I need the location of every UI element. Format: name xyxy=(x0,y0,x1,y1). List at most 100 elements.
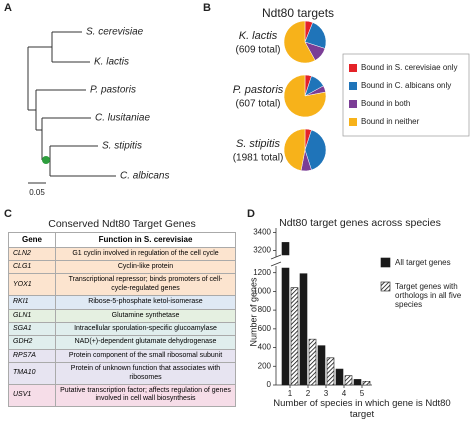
pie-slice xyxy=(304,22,327,49)
table-row: GLN1 Glutamine synthetase xyxy=(8,308,236,323)
legend-swatch xyxy=(380,281,391,292)
gene-table: Gene Function in S. cerevisiae CLN2 G1 cy… xyxy=(8,232,236,407)
legend-label: Target genes with orthologs in all five … xyxy=(395,282,462,310)
y-tick-label: 3400 xyxy=(253,228,271,237)
function-cell: Ribose-5-phosphate ketol-isomerase xyxy=(55,295,236,310)
function-cell: Protein of unknown function that associa… xyxy=(55,362,236,385)
legend-label: Bound in S. cerevisiae only xyxy=(361,63,458,72)
bar xyxy=(317,345,326,386)
table-row: CLG1 Cyclin-like protein xyxy=(8,259,236,275)
header-cell: Function in S. cerevisiae xyxy=(55,232,236,248)
y-axis-label: Number of genes xyxy=(248,277,258,347)
gene-cell: RPS7A xyxy=(8,348,56,364)
phylogenetic-tree xyxy=(27,31,116,184)
y-tick-label: 800 xyxy=(258,305,272,314)
pie-label: K. lactis xyxy=(239,30,278,42)
bar xyxy=(326,357,335,386)
table-row: RPS7A Protein component of the small ribo… xyxy=(8,348,236,364)
table-row: USV1 Putative transcription factor; affec… xyxy=(8,383,236,407)
gene-cell: USV1 xyxy=(8,383,56,407)
y-tick-label: 1000 xyxy=(253,287,271,296)
panel-label: D xyxy=(247,208,255,220)
species-label: C. lusitaniae xyxy=(95,113,150,124)
y-tick-label: 400 xyxy=(258,343,272,352)
x-tick-label: 2 xyxy=(306,389,311,398)
pie-slice xyxy=(283,20,316,64)
bar xyxy=(299,273,308,386)
x-tick-label: 1 xyxy=(288,389,293,398)
gene-cell: CLG1 xyxy=(8,259,56,275)
x-tick-label: 4 xyxy=(342,389,347,398)
pie-label: P. pastoris xyxy=(233,84,284,96)
legend-swatch xyxy=(349,118,357,126)
legend-label: Bound in neither xyxy=(361,117,420,126)
pie-slice xyxy=(283,128,306,171)
x-tick-label: 5 xyxy=(360,389,365,398)
bar xyxy=(344,375,353,386)
panel-label: C xyxy=(4,208,12,220)
function-cell: Putative transcription factor; affects r… xyxy=(55,383,236,407)
bar xyxy=(290,287,299,386)
bar-title: Ndt80 target genes across species xyxy=(279,217,441,229)
legend-swatch xyxy=(349,82,357,90)
table-title: Conserved Ndt80 Target Genes xyxy=(48,218,195,230)
table-header: Gene Function in S. cerevisiae xyxy=(8,232,236,248)
pie-label: S. stipitis xyxy=(236,138,281,150)
y-tick-label: 0 xyxy=(267,380,272,389)
bar xyxy=(335,368,344,386)
panel-label: A xyxy=(4,2,12,14)
species-label: S. cerevisiae xyxy=(86,27,144,38)
species-label: P. pastoris xyxy=(90,85,136,96)
pie-slice xyxy=(283,74,327,118)
table-row: SGA1 Intracellular sporulation-specific g… xyxy=(8,321,236,337)
y-tick-label: 1200 xyxy=(253,268,271,277)
gene-cell: TMA10 xyxy=(8,362,56,385)
function-cell: Glutamine synthetase xyxy=(55,308,236,323)
scale-label: 0.05 xyxy=(29,188,45,197)
function-cell: G1 cyclin involved in regulation of the … xyxy=(55,246,236,261)
legend-label: Bound in both xyxy=(361,99,410,108)
function-cell: Intracellular sporulation-specific gluco… xyxy=(55,321,236,337)
y-tick-label: 3200 xyxy=(253,246,271,255)
pie-total: (609 total) xyxy=(235,45,280,56)
pie-total: (1981 total) xyxy=(233,153,284,164)
x-axis-label: Number of species in which gene is Ndt80… xyxy=(273,398,451,420)
panel-label: B xyxy=(203,2,211,14)
function-cell: Protein component of the small ribosomal… xyxy=(55,348,236,364)
species-label: S. stipitis xyxy=(102,141,142,152)
gene-cell: CLN2 xyxy=(8,246,56,261)
table-row: TMA10 Protein of unknown function that as… xyxy=(8,362,236,385)
legend-swatch xyxy=(349,64,357,72)
function-cell: Transcriptional repressor; binds promote… xyxy=(55,273,236,297)
gene-cell: SGA1 xyxy=(8,321,56,337)
y-tick-label: 600 xyxy=(258,324,272,333)
gene-cell: YOX1 xyxy=(8,273,56,297)
function-cell: NAD(+)-dependent glutamate dehydrogenase xyxy=(55,335,236,350)
table-row: CLN2 G1 cyclin involved in regulation of … xyxy=(8,246,236,261)
legend-label: All target genes xyxy=(395,258,451,267)
x-tick-label: 3 xyxy=(324,389,329,398)
gene-cell: GDH2 xyxy=(8,335,56,350)
bar xyxy=(281,242,290,386)
species-label: C. albicans xyxy=(120,171,169,182)
legend-swatch xyxy=(349,100,357,108)
bar xyxy=(308,338,317,386)
y-tick-label: 200 xyxy=(258,361,272,370)
table-row: RKI1 Ribose-5-phosphate ketol-isomerase xyxy=(8,295,236,310)
function-cell: Cyclin-like protein xyxy=(55,259,236,275)
table-row: YOX1 Transcriptional repressor; binds pro… xyxy=(8,273,236,297)
legend-swatch xyxy=(380,257,391,268)
bar xyxy=(362,380,371,386)
pie-title: Ndt80 targets xyxy=(262,6,334,20)
gene-cell: RKI1 xyxy=(8,295,56,310)
species-label: K. lactis xyxy=(94,57,129,68)
axis-break xyxy=(270,254,282,267)
legend-box xyxy=(342,53,470,137)
bar xyxy=(353,379,362,386)
gene-cell: GLN1 xyxy=(8,308,56,323)
legend-label: Bound in C. albicans only xyxy=(361,81,451,90)
pie-slice xyxy=(304,129,327,171)
table-row: GDH2 NAD(+)-dependent glutamate dehydroge… xyxy=(8,335,236,350)
